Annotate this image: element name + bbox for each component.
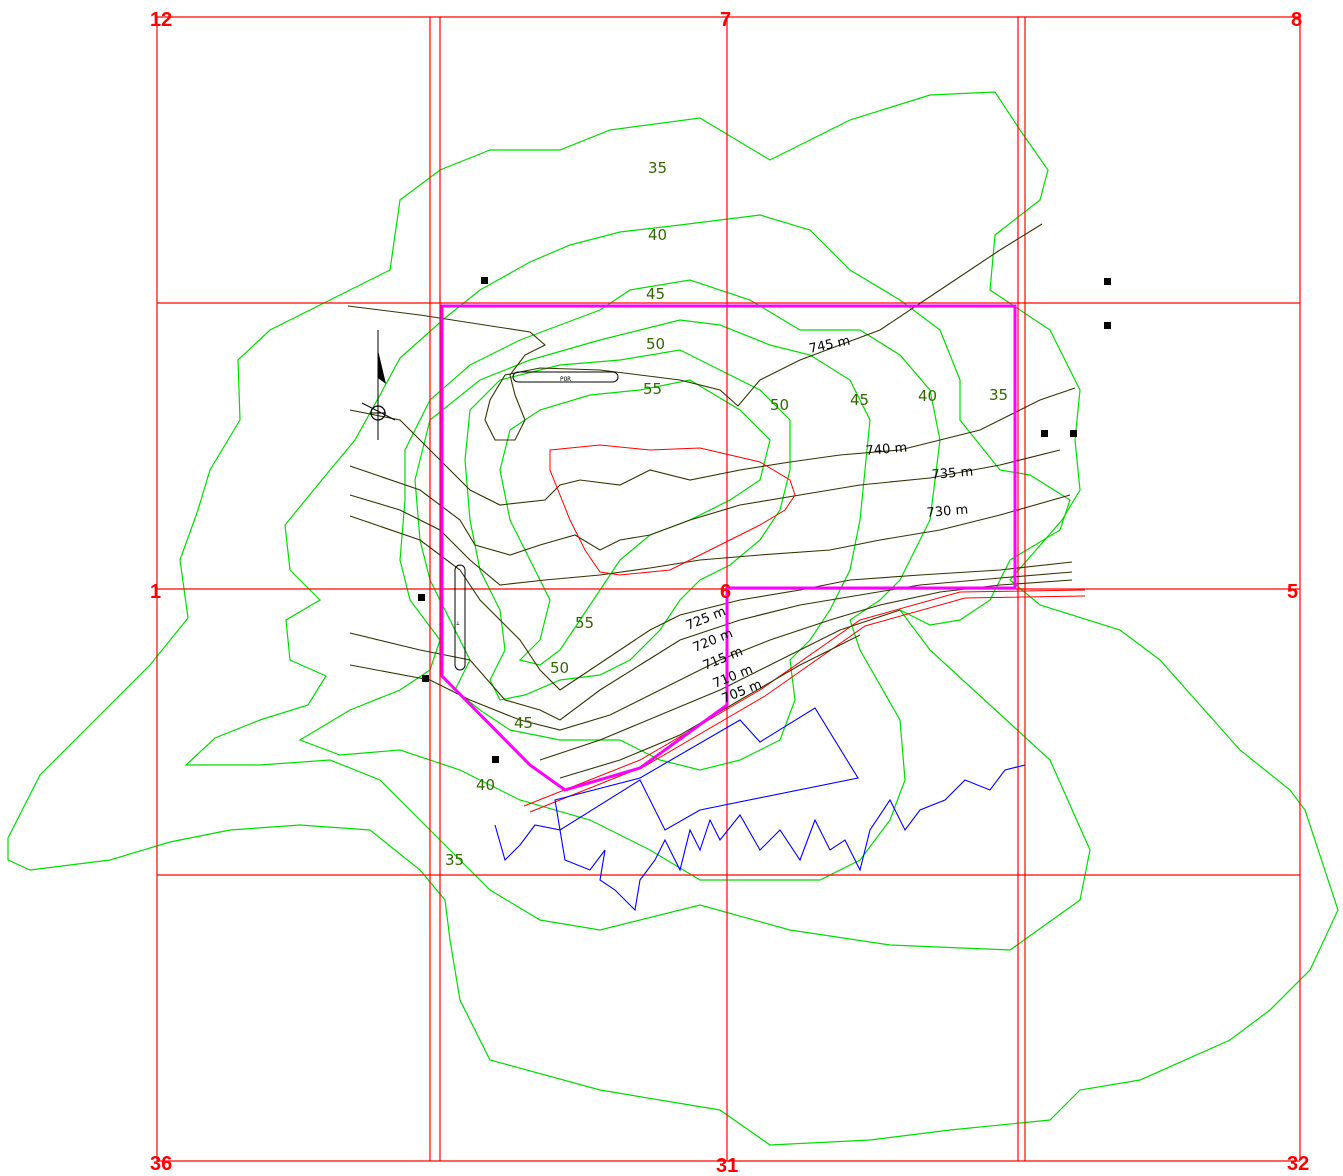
elevation-label-730: 730 m bbox=[926, 502, 969, 521]
elevation-label-745: 745 m bbox=[808, 334, 852, 357]
noise-label-35-bottom: 35 bbox=[445, 851, 464, 869]
noise-contour-labels: 35 40 45 50 55 50 45 40 35 55 50 45 40 3… bbox=[445, 159, 1008, 869]
receptor-square-icon bbox=[418, 594, 425, 601]
receptor-square-icon bbox=[481, 277, 488, 284]
section-number-31: 31 bbox=[716, 1155, 738, 1176]
elevation-contour-725 bbox=[349, 515, 1073, 691]
noise-label-55-top: 55 bbox=[643, 380, 662, 398]
section-numbers: 12 7 8 1 6 5 36 31 32 bbox=[150, 9, 1309, 1176]
noise-label-35-top: 35 bbox=[648, 159, 667, 177]
north-arrow-icon bbox=[361, 330, 396, 440]
section-grid bbox=[156, 16, 1301, 1162]
receptor-square-icon bbox=[1104, 322, 1111, 329]
noise-label-40-bottom: 40 bbox=[476, 776, 495, 794]
noise-label-55-bottom: 55 bbox=[575, 614, 594, 632]
elevation-contours bbox=[347, 223, 1076, 779]
site-boundary bbox=[440, 304, 1017, 792]
watercourse-outline bbox=[554, 707, 859, 831]
elevation-contour-735 bbox=[349, 449, 1061, 556]
elevation-contour-730 bbox=[349, 494, 1071, 586]
elevation-contour-715 bbox=[349, 579, 1073, 731]
noise-label-35-right: 35 bbox=[989, 386, 1008, 404]
noise-contour-55 bbox=[464, 349, 791, 701]
noise-label-45-top: 45 bbox=[646, 285, 665, 303]
noise-label-45-bottom: 45 bbox=[514, 714, 533, 732]
noise-contour-50 bbox=[414, 319, 871, 771]
elevation-label-735: 735 m bbox=[931, 464, 974, 483]
elevation-contour-710 bbox=[539, 609, 901, 761]
noise-contour-35 bbox=[7, 91, 1339, 1146]
noise-contour-45 bbox=[298, 279, 941, 881]
por-structure: POR bbox=[512, 371, 619, 383]
noise-label-50-top: 50 bbox=[646, 335, 665, 353]
receptor-square-icon bbox=[1041, 430, 1048, 437]
left-structure: ⊥ bbox=[454, 564, 466, 671]
elevation-contour-740 bbox=[349, 387, 1076, 506]
section-number-7: 7 bbox=[720, 9, 731, 31]
receptor-square-icon bbox=[1070, 430, 1077, 437]
noise-contour-40 bbox=[184, 214, 1091, 951]
noise-label-50-bottom: 50 bbox=[550, 659, 569, 677]
watercourse-channel bbox=[494, 764, 1026, 912]
section-number-8: 8 bbox=[1291, 9, 1302, 31]
section-number-36: 36 bbox=[150, 1153, 172, 1175]
watercourse bbox=[494, 707, 1026, 912]
disturbance-area-outline bbox=[549, 444, 796, 576]
elevation-contour-745 bbox=[347, 223, 1043, 441]
section-number-5: 5 bbox=[1287, 581, 1298, 603]
section-number-32: 32 bbox=[1287, 1153, 1309, 1175]
section-number-12: 12 bbox=[150, 9, 172, 31]
noise-label-40-top: 40 bbox=[648, 226, 667, 244]
receptors bbox=[418, 277, 1111, 763]
por-label: POR bbox=[560, 376, 571, 383]
section-number-1: 1 bbox=[150, 581, 161, 603]
noise-label-50-mid: 50 bbox=[770, 396, 789, 414]
receptor-square-icon bbox=[1104, 278, 1111, 285]
noise-label-45-mid: 45 bbox=[850, 391, 869, 409]
elevation-label-740: 740 m bbox=[865, 440, 908, 459]
receptor-square-icon bbox=[422, 675, 429, 682]
noise-contour-60 bbox=[499, 379, 771, 666]
svg-text:⊥: ⊥ bbox=[456, 620, 460, 627]
receptor-square-icon bbox=[492, 756, 499, 763]
section-number-6: 6 bbox=[720, 581, 731, 603]
noise-label-40-right: 40 bbox=[918, 387, 937, 405]
